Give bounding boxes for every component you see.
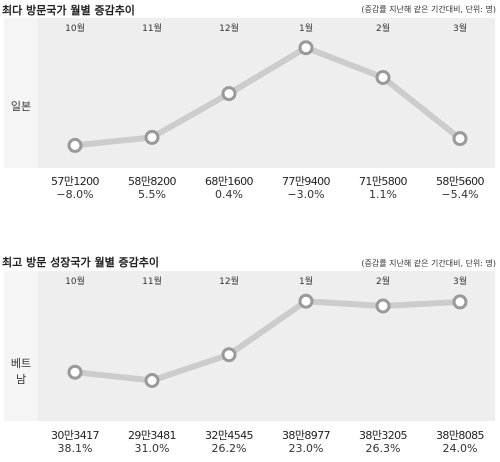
data-point-marker	[298, 40, 314, 56]
data-point-marker	[67, 137, 83, 153]
line-chart-japan	[67, 40, 468, 153]
chart-panel-vietnam: 최고 방문 성장국가 월별 증감추이 (증감률 지난해 같은 기간대비, 단위:…	[0, 252, 500, 462]
data-point-marker	[375, 70, 391, 85]
month-label: 1월	[298, 24, 313, 34]
data-value-label: 30만3417	[51, 429, 100, 442]
chart-unit-note: (증감률 지난해 같은 기간대비, 단위: 명)	[361, 259, 496, 268]
data-value-label: 32만4545	[205, 429, 254, 442]
row-label-column	[4, 18, 38, 168]
month-label: 10월	[65, 277, 85, 287]
growth-rate-label: 26.2%	[211, 442, 247, 455]
data-value-label: 38만8977	[282, 429, 331, 442]
series-line	[72, 44, 463, 149]
data-value-label: 58만8200	[128, 175, 177, 188]
month-label: 2월	[375, 24, 390, 34]
month-label: 12월	[219, 277, 239, 287]
month-label: 1월	[298, 277, 313, 287]
line-chart-vietnam	[67, 293, 468, 388]
country-label: 일본	[10, 100, 32, 113]
row-label-column	[4, 271, 38, 421]
growth-rate-label: 24.0%	[442, 442, 478, 455]
month-label: 12월	[219, 24, 239, 34]
growth-rate-label: 5.5%	[138, 188, 166, 201]
chart-title: 최다 방문국가 월별 증감추이	[2, 4, 135, 17]
growth-rate-label: 38.1%	[57, 442, 93, 455]
data-value-label: 77만9400	[282, 175, 331, 188]
growth-rate-label: −5.4%	[441, 188, 479, 201]
series-line	[72, 298, 463, 384]
country-label: 베트남	[10, 357, 32, 386]
data-value-label: 71만5800	[359, 175, 408, 188]
plot-area	[38, 271, 495, 421]
growth-rate-label: −8.0%	[56, 188, 94, 201]
month-label: 11월	[142, 277, 162, 287]
month-label: 3월	[452, 277, 467, 287]
chart-unit-note: (증감률 지난해 같은 기간대비, 단위: 명)	[361, 5, 496, 14]
data-point-marker	[298, 293, 314, 309]
data-point-marker	[67, 364, 83, 380]
chart-panel-japan: 최다 방문국가 월별 증감추이 (증감률 지난해 같은 기간대비, 단위: 명)…	[0, 0, 500, 205]
data-point-marker	[452, 294, 468, 310]
chart-title: 최고 방문 성장국가 월별 증감추이	[2, 256, 159, 269]
data-point-marker	[144, 373, 160, 388]
month-label: 11월	[142, 24, 162, 34]
growth-rate-label: 0.4%	[215, 188, 243, 201]
data-point-marker	[452, 131, 468, 147]
data-point-marker	[221, 86, 237, 102]
data-value-label: 68만1600	[205, 175, 254, 188]
data-value-label: 38만3205	[359, 429, 408, 442]
growth-rate-label: −3.0%	[287, 188, 325, 201]
data-value-label: 38만8085	[436, 429, 485, 442]
month-label: 2월	[375, 277, 390, 287]
data-point-marker	[221, 347, 237, 363]
data-value-label: 57만1200	[51, 175, 100, 188]
growth-rate-label: 31.0%	[134, 442, 170, 455]
growth-rate-label: 26.3%	[365, 442, 401, 455]
month-label: 10월	[65, 24, 85, 34]
growth-rate-label: 1.1%	[369, 188, 397, 201]
growth-rate-label: 23.0%	[288, 442, 324, 455]
data-value-label: 58만5600	[436, 175, 485, 188]
data-point-marker	[375, 298, 391, 314]
month-label: 3월	[452, 24, 467, 34]
data-value-label: 29만3481	[128, 429, 177, 442]
data-point-marker	[144, 129, 160, 145]
